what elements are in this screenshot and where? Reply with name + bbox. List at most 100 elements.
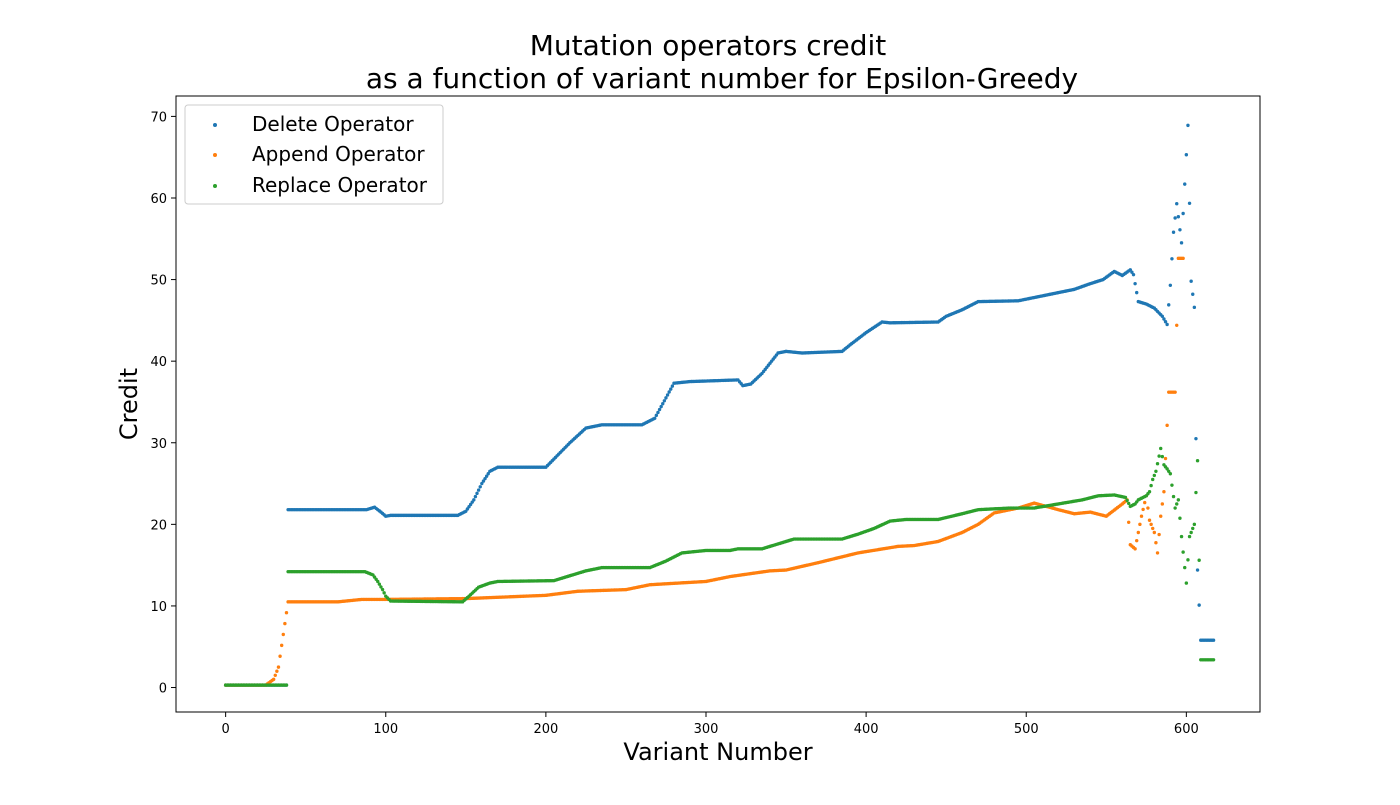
data-point <box>653 416 657 420</box>
data-point <box>279 643 284 648</box>
data-point <box>1131 272 1136 277</box>
data-point <box>376 579 380 584</box>
data-point <box>1127 501 1131 506</box>
data-point <box>1138 522 1142 527</box>
x-tick-label: 200 <box>533 722 558 737</box>
data-point <box>283 621 287 626</box>
data-point <box>473 494 478 499</box>
data-point <box>1133 281 1137 286</box>
data-point <box>1165 322 1169 327</box>
data-point <box>281 632 285 637</box>
legend-marker-delete <box>213 123 217 127</box>
data-point <box>484 474 489 478</box>
legend: Delete Operator Append Operator Replace … <box>184 104 444 205</box>
data-point <box>1136 530 1141 535</box>
data-point <box>1173 506 1177 510</box>
data-point <box>1152 473 1157 478</box>
data-point <box>1194 490 1198 495</box>
x-tick-label: 0 <box>221 722 229 737</box>
data-point <box>1155 551 1160 555</box>
data-point <box>1176 498 1181 502</box>
data-point <box>1175 323 1179 327</box>
data-point <box>476 488 481 492</box>
data-point <box>1160 454 1165 459</box>
x-tick-label: 100 <box>373 722 398 737</box>
data-point <box>1181 256 1185 261</box>
data-point <box>1133 547 1137 551</box>
data-point <box>1175 502 1179 506</box>
data-point <box>1192 305 1197 310</box>
data-point <box>1173 216 1177 220</box>
y-tick-label: 70 <box>150 110 167 125</box>
data-point <box>377 582 382 586</box>
data-point <box>1154 469 1158 474</box>
y-tick-label: 10 <box>150 600 167 615</box>
data-point <box>284 683 289 687</box>
data-point <box>664 396 668 400</box>
data-point <box>1152 530 1157 535</box>
data-point <box>1143 500 1147 505</box>
data-point <box>1128 268 1133 272</box>
data-point <box>1149 522 1153 527</box>
axis-ticks: 0 100 200 300 400 500 600 0 10 20 30 40 50 60 70 <box>150 110 1198 737</box>
data-point <box>275 669 279 673</box>
data-point <box>1163 456 1168 461</box>
axes-frame <box>175 95 1261 713</box>
data-point <box>1167 469 1171 474</box>
data-point <box>1183 182 1187 186</box>
data-point <box>276 665 281 669</box>
data-point <box>1184 581 1189 585</box>
data-point <box>1155 462 1160 466</box>
data-point <box>278 654 282 658</box>
data-point <box>662 399 667 403</box>
data-point <box>1170 257 1174 261</box>
data-point <box>483 476 487 481</box>
data-point <box>1139 514 1144 518</box>
data-point <box>273 673 277 677</box>
series-delete-operator <box>223 123 1216 687</box>
legend-label-append: Append Operator <box>252 142 425 166</box>
y-tick-label: 20 <box>150 518 167 533</box>
data-point <box>1151 477 1155 482</box>
x-tick-label: 500 <box>1014 722 1039 737</box>
data-point <box>1157 454 1161 458</box>
plot-area <box>223 123 1216 687</box>
series-replace-operator <box>223 446 1216 687</box>
data-point <box>486 472 490 476</box>
data-point <box>1147 518 1152 522</box>
data-point <box>1160 314 1165 318</box>
data-point <box>1178 228 1182 232</box>
data-point <box>1181 550 1185 554</box>
data-point <box>1197 603 1201 607</box>
data-point <box>1195 459 1200 463</box>
y-tick-label: 60 <box>150 192 167 207</box>
data-point <box>1167 303 1171 307</box>
data-point <box>1127 520 1131 524</box>
data-point <box>654 413 659 418</box>
data-point <box>1165 467 1169 471</box>
data-point <box>380 587 385 592</box>
data-point <box>1171 230 1176 234</box>
data-point <box>481 479 486 483</box>
legend-marker-append <box>213 153 217 157</box>
data-point <box>1163 320 1168 324</box>
data-point <box>1147 490 1152 494</box>
data-point <box>1191 526 1195 531</box>
data-point <box>661 402 665 406</box>
y-tick-label: 40 <box>150 355 167 370</box>
y-tick-label: 50 <box>150 274 167 289</box>
data-point <box>656 410 660 415</box>
x-tick-label: 300 <box>694 722 719 737</box>
data-point <box>1162 490 1166 494</box>
legend-marker-replace <box>213 184 217 188</box>
data-point <box>1165 423 1169 428</box>
data-point <box>1175 202 1179 206</box>
data-point <box>1211 658 1216 662</box>
data-point <box>1149 483 1153 488</box>
data-point <box>1183 565 1187 570</box>
legend-label-replace: Replace Operator <box>252 173 428 197</box>
data-point <box>1159 446 1163 451</box>
data-point <box>1141 507 1145 512</box>
data-point <box>1194 436 1198 441</box>
